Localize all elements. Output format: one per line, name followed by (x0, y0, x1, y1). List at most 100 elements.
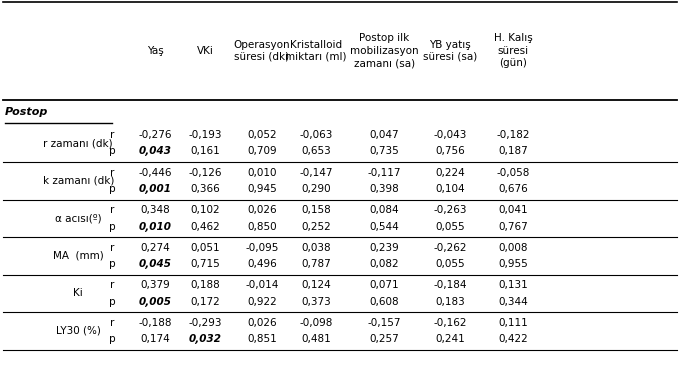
Text: 0,955: 0,955 (498, 259, 528, 269)
Text: 0,161: 0,161 (190, 147, 220, 157)
Text: -0,147: -0,147 (299, 167, 333, 177)
Text: 0,756: 0,756 (435, 147, 465, 157)
Text: 0,735: 0,735 (369, 147, 399, 157)
Text: -0,182: -0,182 (496, 130, 530, 140)
Text: 0,071: 0,071 (369, 280, 399, 290)
Text: -0,184: -0,184 (433, 280, 467, 290)
Text: 0,422: 0,422 (498, 334, 528, 344)
Text: -0,098: -0,098 (299, 318, 333, 327)
Text: 0,052: 0,052 (247, 130, 277, 140)
Text: p: p (109, 259, 116, 269)
Text: 0,676: 0,676 (498, 184, 528, 194)
Text: 0,379: 0,379 (140, 280, 170, 290)
Text: 0,124: 0,124 (301, 280, 331, 290)
Text: -0,063: -0,063 (299, 130, 333, 140)
Text: 0,041: 0,041 (498, 205, 528, 215)
Text: 0,922: 0,922 (247, 297, 277, 307)
Text: 0,544: 0,544 (369, 222, 399, 232)
Text: 0,055: 0,055 (435, 222, 465, 232)
Text: r: r (110, 130, 114, 140)
Text: k zamanı (dk): k zamanı (dk) (43, 176, 114, 186)
Text: -0,014: -0,014 (245, 280, 279, 290)
Text: -0,193: -0,193 (188, 130, 222, 140)
Text: VKi: VKi (197, 46, 214, 56)
Text: -0,188: -0,188 (138, 318, 172, 327)
Text: 0,082: 0,082 (369, 259, 399, 269)
Text: 0,172: 0,172 (190, 297, 220, 307)
Text: 0,104: 0,104 (435, 184, 465, 194)
Text: 0,767: 0,767 (498, 222, 528, 232)
Text: 0,850: 0,850 (247, 222, 277, 232)
Text: 0,290: 0,290 (301, 184, 331, 194)
Text: 0,481: 0,481 (301, 334, 331, 344)
Text: r: r (110, 167, 114, 177)
Text: -0,157: -0,157 (367, 318, 401, 327)
Text: H. Kalış
süresi
(gün): H. Kalış süresi (gün) (494, 33, 532, 68)
Text: 0,084: 0,084 (369, 205, 399, 215)
Text: p: p (109, 297, 116, 307)
Text: 0,032: 0,032 (189, 334, 222, 344)
Text: 0,131: 0,131 (498, 280, 528, 290)
Text: r: r (110, 205, 114, 215)
Text: YB yatış
süresi (sa): YB yatış süresi (sa) (423, 39, 477, 62)
Text: 0,045: 0,045 (139, 259, 171, 269)
Text: Yaş: Yaş (147, 46, 163, 56)
Text: Postop ilk
mobilizasyon
zamanı (sa): Postop ilk mobilizasyon zamanı (sa) (350, 33, 418, 68)
Text: p: p (109, 334, 116, 344)
Text: 0,709: 0,709 (247, 147, 277, 157)
Text: 0,183: 0,183 (435, 297, 465, 307)
Text: 0,224: 0,224 (435, 167, 465, 177)
Text: 0,158: 0,158 (301, 205, 331, 215)
Text: -0,293: -0,293 (188, 318, 222, 327)
Text: α acısı(º): α acısı(º) (55, 213, 101, 223)
Text: 0,851: 0,851 (247, 334, 277, 344)
Text: Postop: Postop (5, 107, 48, 117)
Text: p: p (109, 147, 116, 157)
Text: 0,787: 0,787 (301, 259, 331, 269)
Text: 0,188: 0,188 (190, 280, 220, 290)
Text: 0,715: 0,715 (190, 259, 220, 269)
Text: 0,051: 0,051 (190, 242, 220, 252)
Text: 0,653: 0,653 (301, 147, 331, 157)
Text: 0,274: 0,274 (140, 242, 170, 252)
Text: Kristalloid
miktarı (ml): Kristalloid miktarı (ml) (286, 39, 347, 62)
Text: 0,001: 0,001 (139, 184, 171, 194)
Text: 0,344: 0,344 (498, 297, 528, 307)
Text: 0,047: 0,047 (369, 130, 399, 140)
Text: 0,038: 0,038 (301, 242, 331, 252)
Text: r zamanı (dk): r zamanı (dk) (44, 138, 113, 148)
Text: 0,252: 0,252 (301, 222, 331, 232)
Text: r: r (110, 280, 114, 290)
Text: -0,126: -0,126 (188, 167, 222, 177)
Text: 0,174: 0,174 (140, 334, 170, 344)
Text: 0,055: 0,055 (435, 259, 465, 269)
Text: -0,263: -0,263 (433, 205, 467, 215)
Text: -0,095: -0,095 (245, 242, 279, 252)
Text: Operasyon
süresi (dk): Operasyon süresi (dk) (233, 39, 290, 62)
Text: 0,348: 0,348 (140, 205, 170, 215)
Text: MA  (mm): MA (mm) (53, 251, 103, 261)
Text: 0,239: 0,239 (369, 242, 399, 252)
Text: 0,462: 0,462 (190, 222, 220, 232)
Text: -0,117: -0,117 (367, 167, 401, 177)
Text: 0,026: 0,026 (247, 318, 277, 327)
Text: -0,446: -0,446 (138, 167, 172, 177)
Text: 0,043: 0,043 (139, 147, 171, 157)
Text: 0,398: 0,398 (369, 184, 399, 194)
Text: p: p (109, 184, 116, 194)
Text: 0,005: 0,005 (139, 297, 171, 307)
Text: 0,496: 0,496 (247, 259, 277, 269)
Text: LY30 (%): LY30 (%) (56, 326, 101, 336)
Text: r: r (110, 242, 114, 252)
Text: 0,241: 0,241 (435, 334, 465, 344)
Text: 0,608: 0,608 (369, 297, 399, 307)
Text: 0,257: 0,257 (369, 334, 399, 344)
Text: 0,008: 0,008 (498, 242, 528, 252)
Text: -0,043: -0,043 (433, 130, 467, 140)
Text: 0,187: 0,187 (498, 147, 528, 157)
Text: Ki: Ki (73, 288, 83, 298)
Text: 0,026: 0,026 (247, 205, 277, 215)
Text: 0,366: 0,366 (190, 184, 220, 194)
Text: 0,945: 0,945 (247, 184, 277, 194)
Text: r: r (110, 318, 114, 327)
